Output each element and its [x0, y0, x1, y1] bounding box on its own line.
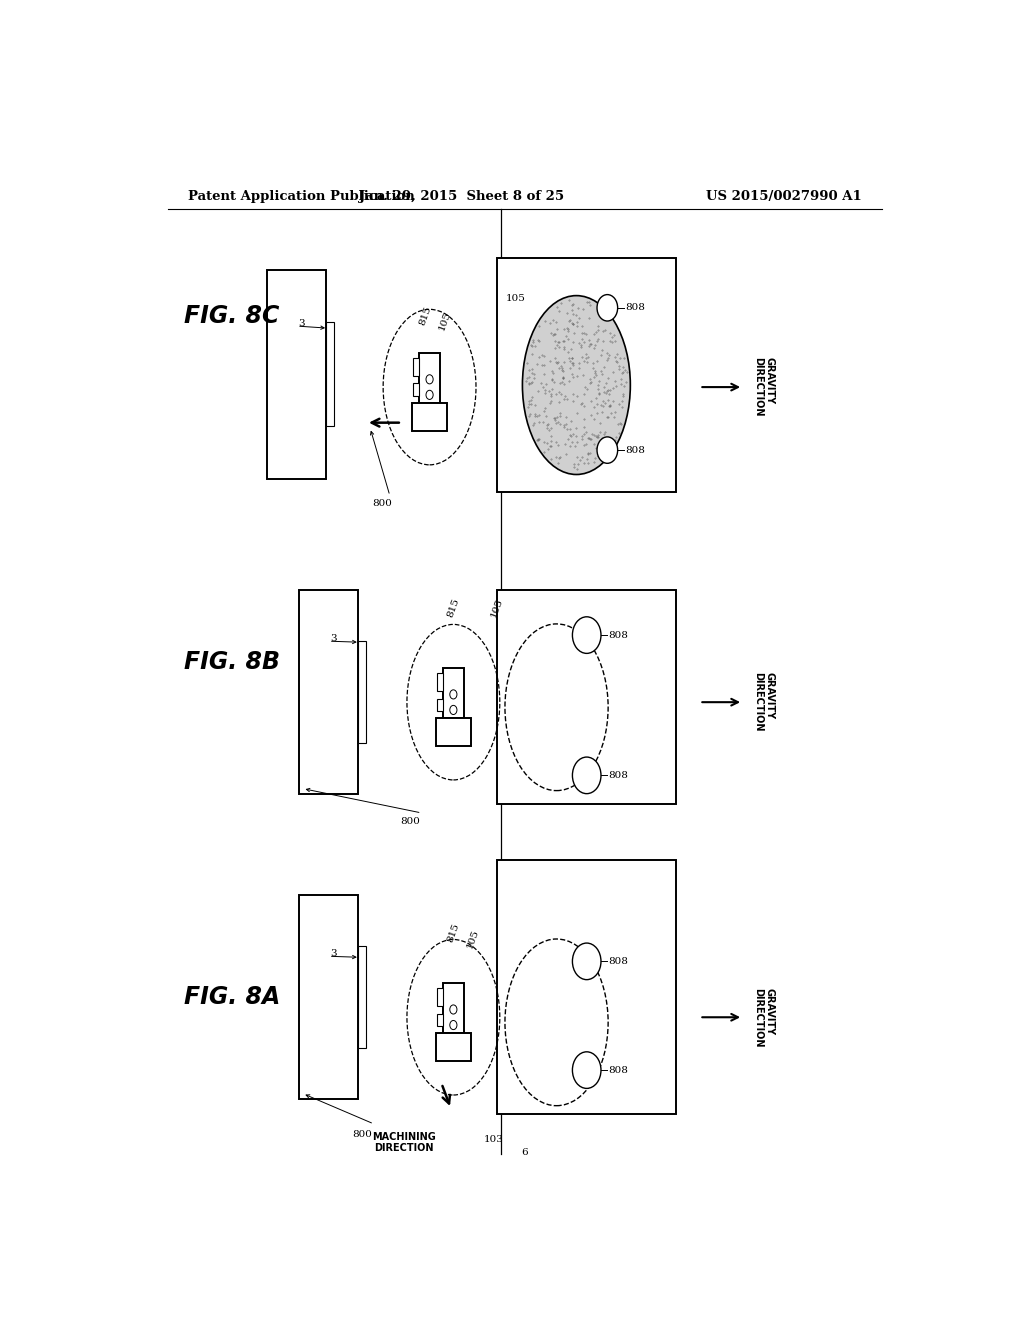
Circle shape	[572, 942, 601, 979]
Bar	[437, 1014, 442, 1027]
Bar	[267, 271, 327, 479]
Text: 3: 3	[331, 949, 337, 958]
Circle shape	[450, 690, 457, 700]
Circle shape	[426, 391, 433, 400]
Bar	[419, 352, 440, 403]
Text: 103: 103	[483, 1135, 504, 1143]
Bar	[497, 590, 676, 804]
Bar	[435, 1034, 471, 1061]
Circle shape	[426, 375, 433, 384]
Text: 6: 6	[521, 1148, 527, 1156]
Bar	[497, 859, 676, 1114]
Circle shape	[597, 437, 617, 463]
Bar	[413, 383, 419, 396]
Bar	[497, 257, 676, 492]
Text: GRAVITY
DIRECTION: GRAVITY DIRECTION	[754, 672, 774, 731]
Text: GRAVITY
DIRECTION: GRAVITY DIRECTION	[754, 987, 774, 1047]
Text: 800: 800	[372, 499, 392, 508]
Text: 808: 808	[608, 957, 628, 966]
Text: 105: 105	[465, 928, 480, 950]
Bar	[299, 895, 358, 1098]
Text: 800: 800	[399, 817, 420, 825]
Text: MACHINING
DIRECTION: MACHINING DIRECTION	[373, 1133, 436, 1152]
Text: Patent Application Publication: Patent Application Publication	[187, 190, 415, 202]
Text: 105: 105	[506, 294, 525, 304]
Ellipse shape	[505, 624, 608, 791]
Text: GRAVITY
DIRECTION: GRAVITY DIRECTION	[754, 358, 774, 417]
Text: 800: 800	[352, 1130, 372, 1139]
Text: 3: 3	[331, 634, 337, 643]
Circle shape	[450, 1020, 457, 1030]
Text: 808: 808	[608, 631, 628, 640]
Text: 808: 808	[626, 304, 645, 313]
Text: 808: 808	[626, 446, 645, 454]
Circle shape	[572, 1052, 601, 1089]
Bar	[435, 718, 471, 746]
Bar	[437, 698, 442, 711]
Text: 808: 808	[608, 771, 628, 780]
Circle shape	[450, 705, 457, 714]
Text: 3: 3	[299, 318, 305, 327]
Ellipse shape	[522, 296, 631, 474]
Text: 815: 815	[445, 597, 461, 619]
Bar	[358, 642, 367, 743]
Circle shape	[572, 616, 601, 653]
Text: FIG. 8A: FIG. 8A	[183, 985, 280, 1008]
Text: 808: 808	[608, 1065, 628, 1074]
Text: 815: 815	[418, 305, 433, 327]
Bar	[412, 403, 447, 430]
Text: FIG. 8C: FIG. 8C	[183, 304, 279, 327]
Text: 105: 105	[437, 310, 453, 331]
Text: Jan. 29, 2015  Sheet 8 of 25: Jan. 29, 2015 Sheet 8 of 25	[358, 190, 564, 202]
Bar	[442, 668, 464, 718]
Text: US 2015/0027990 A1: US 2015/0027990 A1	[707, 190, 862, 202]
Text: 105: 105	[489, 597, 505, 619]
Bar	[299, 590, 358, 793]
Bar	[442, 983, 464, 1034]
Text: FIG. 8B: FIG. 8B	[183, 649, 280, 673]
Bar	[437, 673, 442, 692]
Ellipse shape	[505, 939, 608, 1106]
Circle shape	[450, 1005, 457, 1014]
Circle shape	[572, 758, 601, 793]
Circle shape	[597, 294, 617, 321]
Bar	[437, 987, 442, 1006]
Bar	[413, 358, 419, 376]
Bar	[327, 322, 334, 426]
Text: 815: 815	[445, 921, 461, 944]
Bar	[358, 946, 367, 1048]
